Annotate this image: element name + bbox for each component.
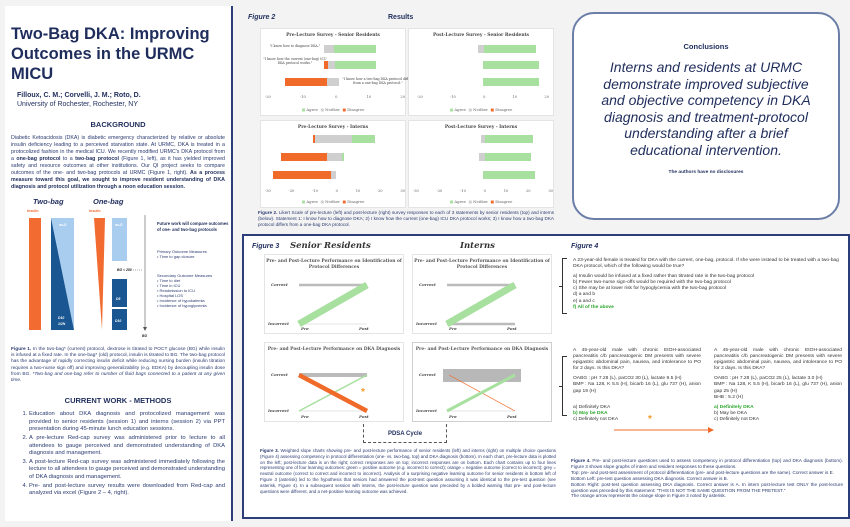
- conclusions-box: Conclusions Interns and residents at URM…: [572, 12, 840, 220]
- methods-item: Pre- and post-lecture survey results wer…: [29, 483, 225, 498]
- orange-arrow: [614, 427, 714, 433]
- background-heading: BACKGROUND: [90, 120, 146, 129]
- authors: Filloux, C. M.; Corvelli, J. M.; Roto, D…: [17, 92, 141, 99]
- interns-heading: Interns: [460, 241, 495, 251]
- bg-axis-label: BG: [142, 334, 148, 338]
- bracket-q1: [559, 258, 567, 314]
- affiliation: University of Rochester, Rochester, NY: [17, 101, 138, 108]
- results-heading: Results: [388, 14, 414, 21]
- slope-chart-seniors-protocol: Pre- and Post-Lecture Performance on Ide…: [264, 254, 404, 334]
- figure-2-label: Figure 2: [248, 14, 276, 21]
- d10-label-one-bag: D10: [115, 319, 122, 323]
- pdsa-cycle-box: PDSA Cycle: [363, 424, 447, 443]
- figure-1-caption: Figure 1. In the two-bag* (current) prot…: [11, 347, 225, 384]
- chart-post-seniors: Post-Lecture Survey - Senior Residents -…: [408, 28, 554, 116]
- figure-3-label: Figure 3: [252, 243, 280, 250]
- figure-3-caption: Figure 3. Weighted slope charts showing …: [260, 448, 556, 494]
- bg-threshold-label: BG < 250: [117, 268, 132, 272]
- primary-outcomes: Primary Outcome Measures • Time to gap c…: [157, 249, 207, 259]
- chart-post-interns: Post-Lecture Survey - Interns -30 -20 -10 0…: [408, 120, 554, 208]
- methods-item: A pre-lecture Red-cap survey was adminis…: [29, 435, 225, 458]
- insulin-label-one-bag: Insulin: [89, 209, 101, 213]
- slope-chart-seniors-dka: Pre- and Post-Lecture Performance on DKA…: [264, 342, 404, 422]
- disclosure-text: The authors have no disclosures: [668, 170, 744, 175]
- poster-title: Two-Bag DKA: Improving Outcomes in the U…: [11, 25, 210, 83]
- figure-4-caption: Figure 4. Pre- and post-lecture question…: [571, 458, 843, 499]
- two-bag-label: Two-bag: [33, 197, 64, 206]
- bracket-q2: [559, 356, 567, 416]
- conclusions-body: Interns and residents at URMC demonstrat…: [601, 59, 811, 158]
- d5-label: D5: [116, 297, 121, 301]
- question-dka-pretest: A 45-year-old male with chronic EtOH-ass…: [573, 348, 701, 422]
- left-column: Two-Bag DKA: Improving Outcomes in the U…: [5, 6, 233, 521]
- conclusions-heading: Conclusions: [683, 42, 729, 51]
- figure-1: Two-bag One-bag Insulin Insulin ns-D ns-…: [11, 197, 228, 347]
- figure-4-label: Figure 4: [571, 243, 599, 250]
- one-bag-label: One-bag: [93, 197, 124, 206]
- d10-label-two-bag: D10: [58, 316, 65, 320]
- ns-d-label-one-bag: ns-D: [115, 223, 123, 227]
- insulin-label-two-bag: Insulin: [27, 209, 39, 213]
- figure-2-caption: Figure 2. Likert Scale of pre-lecture (l…: [258, 210, 555, 227]
- asterisk-annotation: *: [361, 387, 365, 398]
- figure-2-section: Figure 2 Results Pre-Lecture Survey - Se…: [242, 6, 554, 232]
- background-text: Diabetic Ketoacidosis (DKA) is diabetic …: [11, 135, 226, 190]
- future-work-text: Future work will compare outcomes of one…: [157, 221, 229, 232]
- figure-3-4-section: Figure 3 Senior Residents Interns Pre- a…: [242, 234, 850, 519]
- half-ns-label: 1/2N: [58, 322, 66, 326]
- asterisk-figure-4: *: [648, 414, 652, 425]
- figure-1-diagram: [29, 215, 147, 331]
- seniors-heading: Senior Residents: [290, 241, 371, 251]
- question-dka-posttest: A 45-year-old male with chronic EtOH-ass…: [714, 348, 842, 422]
- secondary-outcomes: Secondary Outcome Measures • Time to die…: [157, 273, 213, 308]
- question-protocol: A 23-year-old female is treated for DKA …: [573, 258, 839, 310]
- methods-item: Education about DKA diagnosis and protoc…: [29, 411, 225, 434]
- methods-list: Education about DKA diagnosis and protoc…: [11, 411, 225, 498]
- chart-pre-interns: Pre-Lecture Survey - Interns -30 -20 -10 0 1…: [260, 120, 406, 208]
- slope-chart-interns-protocol: Pre- and Post-Lecture Performance on Ide…: [412, 254, 552, 334]
- methods-item: A post-lecture Red-cap survey was admini…: [29, 459, 225, 482]
- ns-d-label-two-bag: ns-D: [59, 223, 67, 227]
- chart-pre-seniors: Pre-Lecture Survey - Senior Residents "I…: [260, 28, 413, 116]
- slope-chart-interns-dka: Pre- and Post-Lecture Performance on DKA…: [412, 342, 552, 422]
- methods-heading: CURRENT WORK - METHODS: [64, 396, 172, 406]
